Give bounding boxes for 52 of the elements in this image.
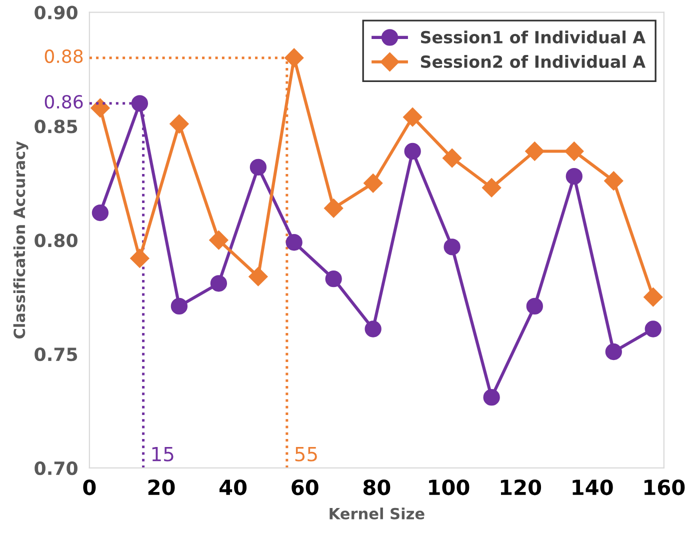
- point: [90, 98, 110, 118]
- point: [170, 114, 189, 134]
- point: [444, 238, 460, 256]
- point: [210, 275, 228, 292]
- point: [564, 142, 584, 161]
- point: [644, 288, 663, 307]
- point: [286, 234, 302, 251]
- ref-line-label: 55: [295, 446, 317, 462]
- point: [324, 198, 344, 218]
- y-tick-label: 0.90: [34, 6, 78, 20]
- legend-label: Session2 of Individual A: [420, 55, 646, 68]
- point: [644, 320, 662, 338]
- point: [209, 230, 228, 250]
- point: [325, 270, 342, 288]
- point: [604, 171, 624, 190]
- x-tick-label: 0: [83, 479, 96, 496]
- point: [483, 389, 500, 406]
- x-tick-label: 20: [148, 479, 175, 496]
- ref-line-label: 0.88: [44, 49, 83, 64]
- point: [566, 168, 582, 185]
- point: [364, 174, 383, 193]
- point: [525, 142, 544, 161]
- point: [482, 178, 502, 198]
- point: [130, 248, 150, 268]
- x-axis-title: Kernel Size: [330, 508, 424, 520]
- x-tick-label: 120: [500, 479, 542, 496]
- point: [170, 298, 188, 315]
- point: [248, 267, 268, 286]
- y-tick-label: 0.70: [34, 461, 78, 476]
- point: [526, 298, 543, 315]
- point: [131, 95, 148, 112]
- point: [92, 204, 109, 222]
- ref-line-label: 15: [152, 446, 174, 462]
- point: [250, 158, 267, 176]
- x-tick-label: 60: [292, 479, 318, 496]
- point: [605, 343, 622, 360]
- y-tick-label: 0.75: [34, 348, 78, 362]
- x-tick-label: 40: [220, 479, 247, 496]
- point: [442, 148, 462, 168]
- y-tick-label: 0.80: [34, 234, 78, 248]
- y-tick-label: 0.85: [34, 120, 78, 134]
- point: [284, 48, 304, 68]
- ref-line-label: 0.86: [44, 94, 83, 109]
- y-axis-title: Classification Accuracy: [13, 141, 28, 339]
- point: [364, 320, 382, 338]
- point: [404, 142, 421, 160]
- legend-label: Session1 of Individual A: [420, 30, 646, 44]
- x-tick-label: 160: [644, 479, 685, 496]
- x-tick-label: 100: [429, 479, 470, 496]
- point: [403, 108, 422, 127]
- x-tick-label: 140: [572, 479, 613, 496]
- x-tick-label: 80: [363, 479, 390, 496]
